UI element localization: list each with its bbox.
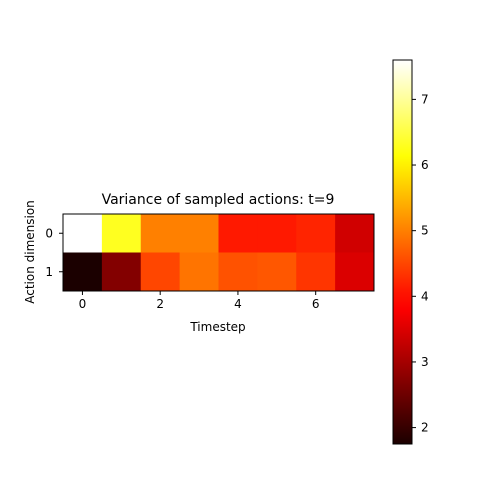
heatmap-cell xyxy=(218,214,258,253)
y-axis-label: Action dimension xyxy=(23,200,37,304)
y-tick-label: 0 xyxy=(45,226,53,240)
heatmap-cell xyxy=(140,214,181,253)
plot-frame xyxy=(62,213,375,292)
heatmap-cell xyxy=(101,214,142,253)
colorbar xyxy=(392,59,413,445)
x-axis-label: Timestep xyxy=(189,320,245,334)
heatmap-cell xyxy=(140,252,181,292)
heatmap-cell xyxy=(335,214,375,253)
colorbar-tick-label: 7 xyxy=(421,92,429,106)
y-axis-ticks: 01 xyxy=(45,226,63,279)
chart-title: Variance of sampled actions: t=9 xyxy=(102,192,335,208)
colorbar-ticks: 2 3 4 5 6 7 xyxy=(412,92,429,435)
colorbar-tick-label: 5 xyxy=(421,224,429,238)
colorbar-tick-label: 4 xyxy=(421,289,429,303)
colorbar-tick-label: 3 xyxy=(421,355,429,369)
x-tick-label: 0 xyxy=(79,297,87,311)
heatmap-cell xyxy=(257,214,297,253)
y-tick-label: 1 xyxy=(45,265,53,279)
colorbar-tick-label: 6 xyxy=(421,158,429,172)
heatmap-cell xyxy=(296,214,336,253)
colorbar-tick-label: 2 xyxy=(421,421,429,435)
heatmap-cell xyxy=(101,252,142,292)
x-tick-label: 4 xyxy=(234,297,242,311)
x-tick-label: 6 xyxy=(312,297,320,311)
heatmap-cell xyxy=(335,252,375,292)
x-tick-label: 2 xyxy=(156,297,164,311)
heatmap-cell xyxy=(179,214,219,253)
heatmap-cell xyxy=(63,252,103,292)
heatmap-cell xyxy=(296,252,336,292)
x-axis-ticks: 0 2 4 6 xyxy=(79,291,320,311)
heatmap-cell xyxy=(257,252,297,292)
heatmap-cells xyxy=(63,214,375,292)
heatmap-cell xyxy=(179,252,219,292)
heatmap-cell xyxy=(63,214,103,253)
heatmap-cell xyxy=(218,252,258,292)
